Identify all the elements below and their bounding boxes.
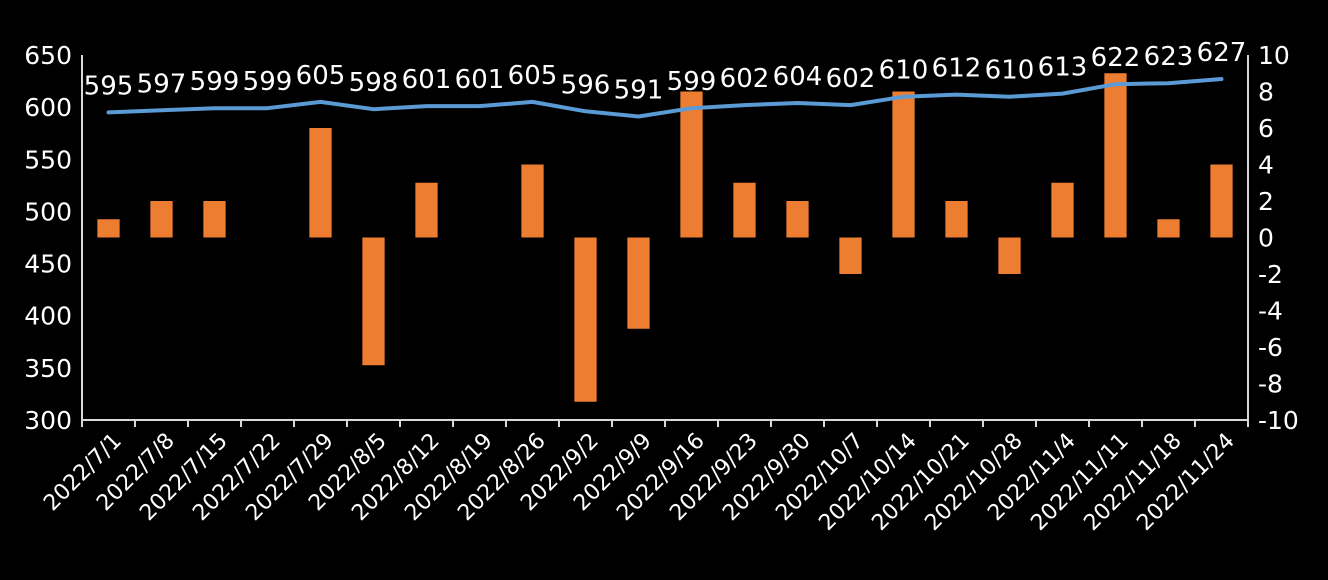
bar <box>998 237 1021 274</box>
bar <box>627 237 650 329</box>
line-data-label: 599 <box>667 67 717 97</box>
bar <box>521 164 544 238</box>
y-left-tick-label: 550 <box>24 145 72 174</box>
line-data-label: 613 <box>1038 53 1088 83</box>
y-left-tick-label: 450 <box>24 250 72 279</box>
y-right-tick-label: -2 <box>1258 260 1283 289</box>
line-data-label: 598 <box>349 68 399 98</box>
line-data-label: 627 <box>1197 38 1247 68</box>
line-data-label: 602 <box>826 64 876 94</box>
line-data-label: 605 <box>508 61 558 91</box>
line-data-label: 610 <box>879 56 929 86</box>
bar <box>1210 164 1233 238</box>
line-data-label: 595 <box>84 71 134 101</box>
bar <box>309 128 332 238</box>
bar <box>362 237 385 366</box>
y-right-tick-label: -4 <box>1258 297 1283 326</box>
bar <box>415 182 438 238</box>
bar <box>892 91 915 238</box>
line-data-label: 602 <box>720 64 770 94</box>
y-axis-left-labels: 300 350 400 450 500 550 600 650 <box>24 41 72 435</box>
bar <box>945 201 968 238</box>
y-right-tick-label: 2 <box>1258 187 1274 216</box>
bar-series <box>97 73 1233 402</box>
bar <box>150 201 173 238</box>
line-data-label: 597 <box>137 69 187 99</box>
bar <box>839 237 862 274</box>
line-data-label: 599 <box>190 67 240 97</box>
bar <box>1104 73 1127 238</box>
data-labels: 595 597 599 599 605 598 601 601 605 596 591 599 602 6… <box>84 38 1247 106</box>
y-right-tick-label: 0 <box>1258 224 1274 253</box>
line-data-label: 599 <box>243 67 293 97</box>
line-data-label: 612 <box>932 54 982 84</box>
y-right-tick-label: 4 <box>1258 151 1274 180</box>
y-left-tick-label: 350 <box>24 354 72 383</box>
y-left-tick-label: 400 <box>24 302 72 331</box>
bar <box>1051 182 1074 238</box>
bar <box>574 237 597 402</box>
line-series <box>106 77 1224 119</box>
bar <box>1157 219 1180 238</box>
y-right-tick-label: -10 <box>1258 406 1299 435</box>
bar <box>733 182 756 238</box>
y-left-tick-label: 650 <box>24 41 72 70</box>
bar <box>203 201 226 238</box>
line-data-label: 601 <box>402 65 452 95</box>
y-axis-right-labels: -10 -8 -6 -4 -2 0 2 4 6 8 10 <box>1258 41 1299 435</box>
bar <box>786 201 809 238</box>
y-right-tick-label: 10 <box>1258 41 1290 70</box>
bar <box>97 219 120 238</box>
line-data-label: 591 <box>614 76 664 106</box>
axes <box>81 55 1249 427</box>
line-data-label: 623 <box>1144 42 1194 72</box>
y-right-tick-label: 8 <box>1258 78 1274 107</box>
y-right-tick-label: 6 <box>1258 114 1274 143</box>
line-data-label: 605 <box>296 61 346 91</box>
y-left-tick-label: 600 <box>24 93 72 122</box>
line-data-label: 604 <box>773 62 823 92</box>
y-right-tick-label: -6 <box>1258 333 1283 362</box>
bar <box>680 91 703 238</box>
line-data-label: 601 <box>455 65 505 95</box>
line-data-label: 610 <box>985 56 1035 86</box>
line-data-label: 596 <box>561 70 611 100</box>
line-data-label: 622 <box>1091 43 1141 73</box>
line-path <box>106 77 1224 119</box>
y-right-tick-label: -8 <box>1258 370 1283 399</box>
y-left-tick-label: 500 <box>24 197 72 226</box>
y-left-tick-label: 300 <box>24 406 72 435</box>
